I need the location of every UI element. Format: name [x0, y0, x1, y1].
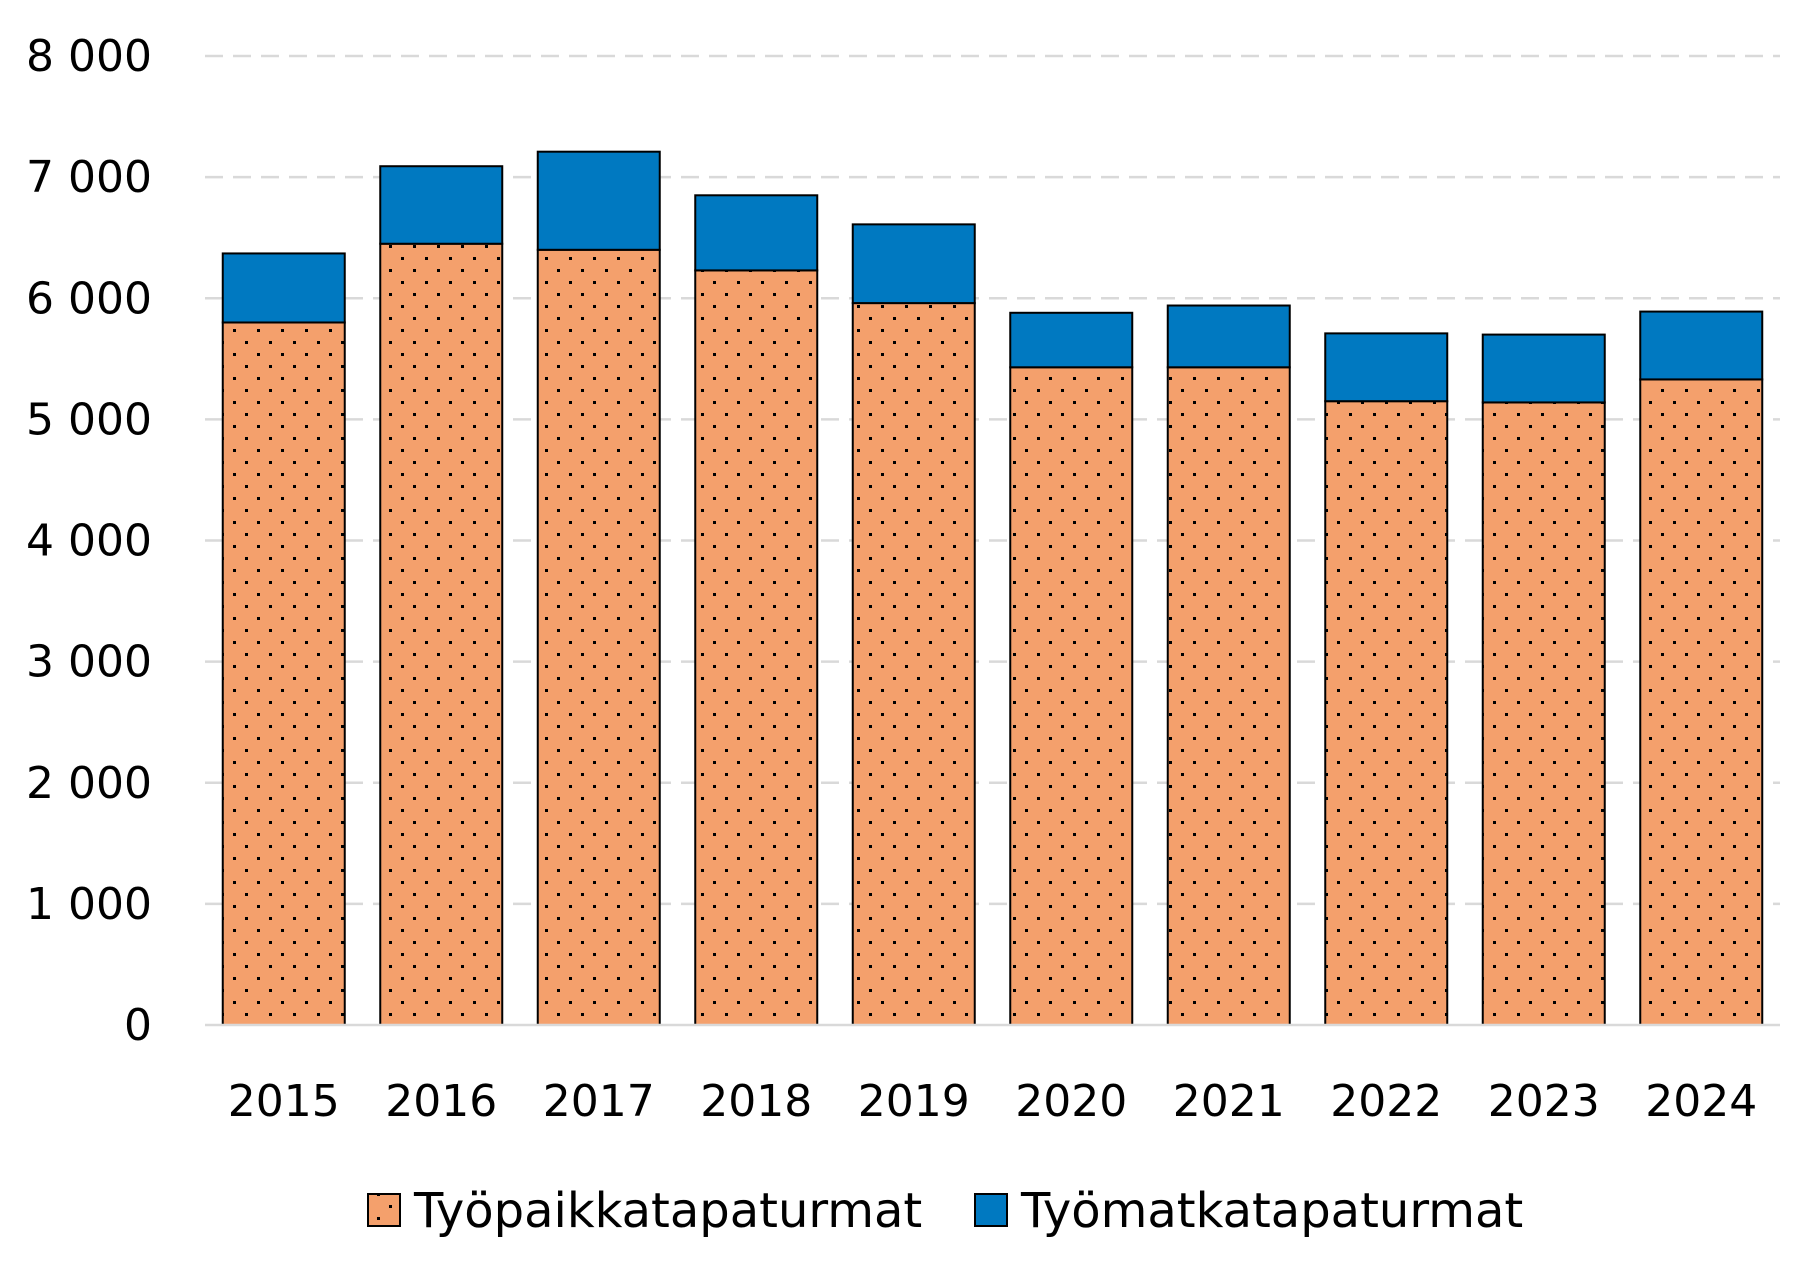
x-tick-label: 2018 — [700, 1076, 812, 1127]
x-axis-tick-labels: 2015 2016 2017 2018 2019 2020 2021 2022 2023 2024 — [228, 1076, 1757, 1127]
x-tick-label: 2017 — [543, 1076, 655, 1127]
legend: Työpaikkatapaturmat Työmatkatapaturmat — [367, 1183, 1523, 1239]
bar-tyopaikka-2015 — [221, 321, 346, 1027]
x-tick-label: 2023 — [1488, 1076, 1600, 1127]
legend-swatch-tyopaikka — [367, 1193, 401, 1227]
bar-tyopaikka-2019 — [851, 302, 976, 1027]
x-tick-label: 2020 — [1015, 1076, 1127, 1127]
y-tick-label: 0 — [124, 1000, 152, 1051]
bar-tyopaikka-2017 — [536, 248, 661, 1027]
bars — [221, 150, 1764, 1027]
bar-tyomatka-2022 — [1324, 332, 1449, 403]
bar-tyomatka-2020 — [1009, 311, 1134, 369]
bar-tyomatka-2021 — [1166, 304, 1291, 369]
x-tick-label: 2022 — [1330, 1076, 1442, 1127]
y-tick-label: 2 000 — [26, 758, 152, 809]
legend-swatch-tyomatka — [974, 1193, 1008, 1227]
x-tick-label: 2015 — [228, 1076, 340, 1127]
bar-tyopaikka-2022 — [1324, 400, 1449, 1026]
bar-tyomatka-2024 — [1639, 310, 1764, 381]
bar-tyomatka-2023 — [1481, 333, 1606, 404]
y-tick-label: 3 000 — [26, 637, 152, 688]
bar-tyomatka-2017 — [536, 150, 661, 251]
y-tick-label: 1 000 — [26, 879, 152, 930]
y-tick-label: 8 000 — [26, 31, 152, 82]
legend-label-tyopaikka: Työpaikkatapaturmat — [413, 1183, 922, 1239]
y-tick-label: 6 000 — [26, 273, 152, 324]
bar-tyomatka-2016 — [379, 165, 504, 245]
x-tick-label: 2024 — [1645, 1076, 1757, 1127]
legend-label-tyomatka: Työmatkatapaturmat — [1020, 1183, 1523, 1239]
y-tick-label: 4 000 — [26, 516, 152, 567]
y-tick-label: 5 000 — [26, 394, 152, 445]
bar-tyopaikka-2021 — [1166, 366, 1291, 1026]
bar-tyopaikka-2023 — [1481, 401, 1606, 1027]
bar-tyomatka-2015 — [221, 252, 346, 324]
bar-tyomatka-2018 — [694, 194, 819, 272]
x-tick-label: 2021 — [1173, 1076, 1285, 1127]
bar-tyomatka-2019 — [851, 223, 976, 305]
bar-tyopaikka-2016 — [379, 242, 504, 1026]
x-tick-label: 2016 — [385, 1076, 497, 1127]
bar-tyopaikka-2018 — [694, 269, 819, 1026]
x-tick-label: 2019 — [858, 1076, 970, 1127]
bar-tyopaikka-2024 — [1639, 378, 1764, 1026]
y-axis-tick-labels: 0 1 000 2 000 3 000 4 000 5 000 6 000 7 000 8 00… — [26, 31, 152, 1051]
bar-tyopaikka-2020 — [1009, 366, 1134, 1026]
y-tick-label: 7 000 — [26, 152, 152, 203]
